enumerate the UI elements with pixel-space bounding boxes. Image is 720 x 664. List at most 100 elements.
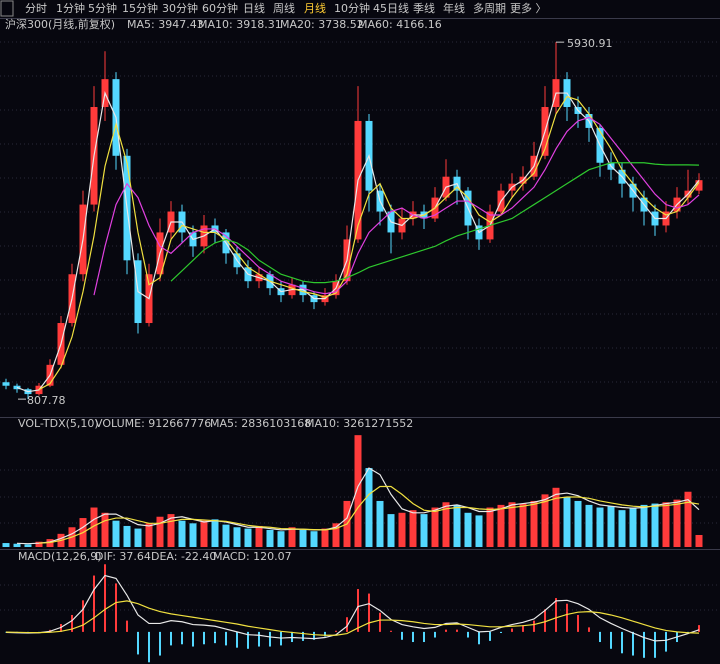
legend-entry: DEA: -22.40 — [151, 550, 216, 563]
ma-line — [38, 95, 700, 391]
tab[interactable]: 5分钟 — [88, 1, 117, 15]
macd-bar — [478, 631, 480, 645]
tab[interactable]: 年线 — [443, 1, 465, 15]
volume-bar — [398, 512, 406, 547]
volume-bar — [475, 515, 483, 547]
macd-bar — [467, 631, 469, 638]
macd-bar — [368, 593, 370, 632]
macd-bar — [115, 583, 117, 632]
volume-bar — [453, 504, 461, 547]
volume-bar — [2, 543, 10, 547]
tab[interactable]: 10分钟 — [334, 1, 370, 15]
volume-bar — [607, 506, 615, 547]
macd-bar — [148, 631, 150, 663]
menu-icon[interactable] — [0, 0, 14, 17]
legend-entry: DIF: 37.64 — [95, 550, 151, 563]
macd-bar — [346, 617, 348, 632]
legend-entry: VOLUME: 912667776 — [95, 417, 211, 430]
volume-bar — [519, 503, 527, 547]
tab[interactable]: 45日线 — [373, 1, 409, 15]
volume-bar — [420, 514, 428, 547]
volume-bar — [277, 531, 285, 547]
period-tabs: 分时 1分钟 5分钟 15分钟 30分钟 60分钟 日线 周线 月线 10分钟 … — [25, 1, 547, 15]
volume-bar — [167, 514, 175, 547]
macd-bar — [313, 631, 315, 640]
macd-bar — [522, 625, 524, 632]
volume-bar — [651, 503, 659, 547]
volume-bar — [13, 543, 21, 547]
macd-bar — [214, 631, 216, 644]
legend-entry: MA20: 3738.52 — [280, 18, 364, 31]
tab[interactable]: 1分钟 — [56, 1, 85, 15]
volume-bar — [409, 510, 417, 547]
volume-bar — [321, 528, 329, 547]
volume-bar — [222, 524, 230, 547]
ma-line — [170, 162, 700, 284]
macd-bar — [192, 631, 194, 647]
ma-line — [38, 485, 700, 544]
macd-bar — [269, 631, 271, 647]
volume-bar — [178, 520, 186, 547]
macd-bar — [423, 631, 425, 643]
volume-bar — [508, 502, 516, 547]
macd-bar — [324, 631, 326, 637]
volume-bar — [123, 525, 131, 547]
macd-bar — [390, 630, 392, 632]
volume-bar — [574, 500, 582, 547]
panel-title: MACD(12,26,9) — [18, 550, 102, 563]
candle-body — [2, 382, 10, 386]
macd-bar — [500, 631, 502, 634]
volume-bar — [233, 527, 241, 547]
tab[interactable]: 日线 — [243, 1, 265, 15]
legend-entry: MA5: 3947.43 — [127, 18, 204, 31]
legend-entry: MA10: 3261271552 — [305, 417, 413, 430]
panel-title: VOL-TDX(5,10) — [18, 417, 99, 430]
tab-active[interactable]: 月线 — [304, 1, 326, 15]
volume-bar — [288, 527, 296, 547]
macd-bar — [159, 631, 161, 656]
macd-bar — [654, 631, 656, 658]
tab[interactable]: 30分钟 — [162, 1, 198, 15]
volume-bar — [255, 525, 263, 547]
macd-bar — [82, 600, 84, 632]
volume-bar — [354, 435, 362, 547]
tab[interactable]: 分时 — [25, 2, 47, 15]
volume-bar — [376, 500, 384, 547]
volume-bar — [101, 512, 109, 547]
macd-bar — [665, 631, 667, 652]
macd-bar — [335, 630, 337, 632]
macd-bar — [181, 631, 183, 645]
min-label: 807.78 — [27, 394, 66, 407]
macd-bar — [302, 631, 304, 641]
macd-bar — [456, 629, 458, 632]
macd-bar — [170, 631, 172, 646]
volume-bar — [585, 504, 593, 547]
volume-bar — [530, 500, 538, 547]
tab[interactable]: 更多 〉 — [510, 1, 547, 15]
tab[interactable]: 60分钟 — [202, 1, 238, 15]
macd-bar — [357, 589, 359, 632]
volume-bar — [640, 504, 648, 547]
volume-bar — [299, 529, 307, 547]
macd-bar — [566, 603, 568, 632]
tab[interactable]: 多周期 — [473, 1, 506, 15]
volume-bar — [134, 528, 142, 547]
macd-bar — [489, 631, 491, 641]
volume-bar — [596, 507, 604, 547]
tab[interactable]: 15分钟 — [122, 1, 158, 15]
volume-bar — [112, 520, 120, 547]
volume-bar — [442, 502, 450, 547]
volume-bar — [629, 507, 637, 547]
legend-entry: MACD: 120.07 — [213, 550, 292, 563]
macd-bar — [588, 627, 590, 632]
volume-bar — [200, 520, 208, 547]
tab[interactable]: 季线 — [413, 1, 435, 15]
volume-bar — [431, 507, 439, 547]
macd-bar — [544, 609, 546, 632]
macd-bar — [599, 631, 601, 643]
volume-bar — [497, 504, 505, 547]
volume-bar — [387, 514, 395, 547]
tab[interactable]: 周线 — [273, 1, 295, 15]
